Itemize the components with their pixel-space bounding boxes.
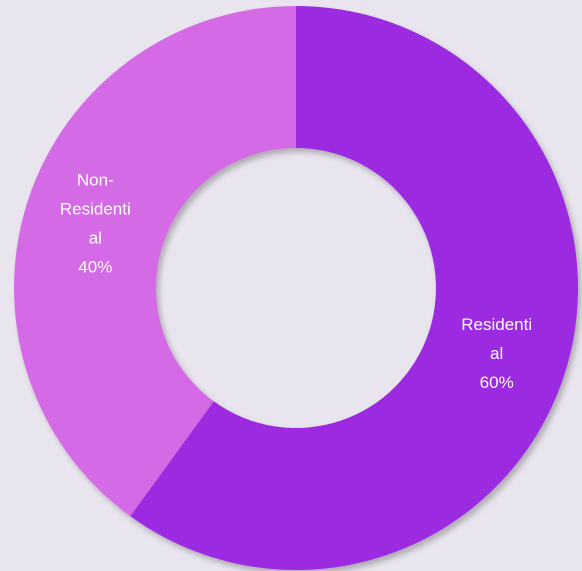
slice-label-line: 60% [480,373,514,392]
slice-label-line: Residenti [60,199,131,218]
donut-labels: Residenti al 60% Non- Residenti al 40% [60,170,532,392]
slice-label-line: Non- [77,170,114,189]
slice-label-non-residential: Non- Residenti al 40% [60,170,131,276]
donut-slices [13,6,578,570]
slice-label-line: Residenti [461,315,532,334]
slice-label-line: 40% [78,257,112,276]
donut-slice-non-residential [13,6,297,517]
slice-label-line: al [89,228,102,247]
slice-label-residential: Residenti al 60% [461,315,532,392]
donut-slice-residential [130,6,578,570]
slice-label-line: al [490,344,503,363]
